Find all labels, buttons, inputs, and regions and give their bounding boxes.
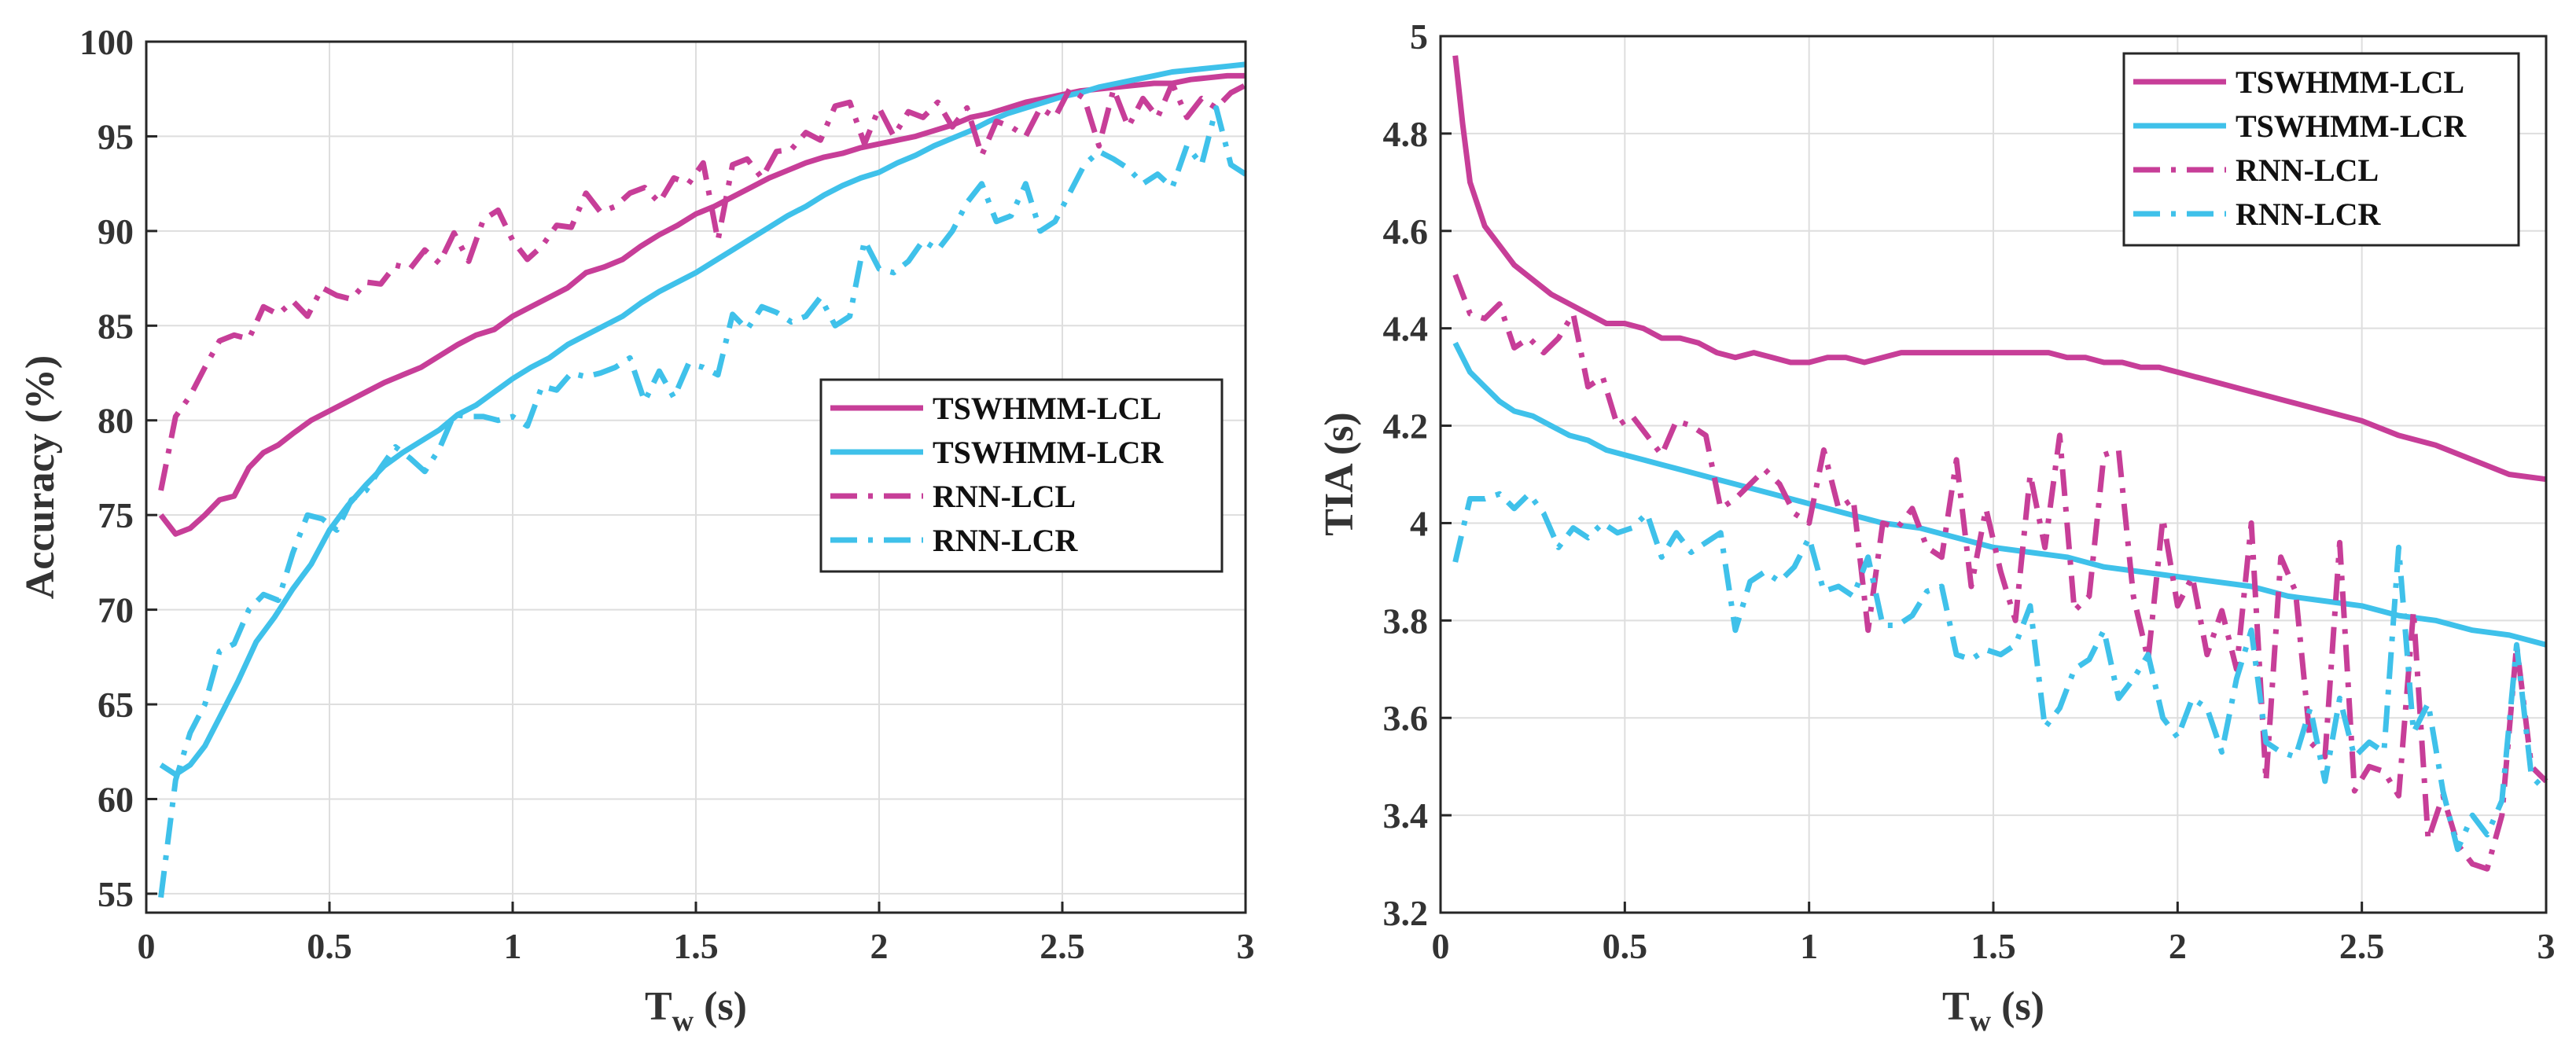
accuracy-y-tick-label: 85 xyxy=(98,306,134,346)
accuracy-legend-label: RNN-LCL xyxy=(933,479,1076,514)
accuracy-tick-labels: 0 0.5 1 1.5 2 2.5 3 55 60 65 70 75 80 85 90 95 100 xyxy=(79,22,1255,966)
accuracy-y-tick-label: 80 xyxy=(98,401,134,441)
accuracy-x-axis-label: Tw (s) xyxy=(645,984,747,1038)
accuracy-y-tick-label: 55 xyxy=(98,874,134,914)
accuracy-series-rnn-lcl xyxy=(158,80,1247,491)
tia-legend: TSWHMM-LCL TSWHMM-LCR RNN-LCL RNN-LCR xyxy=(2122,52,2520,247)
tia-x-tick-label: 0 xyxy=(1432,926,1450,966)
accuracy-series xyxy=(158,61,1247,898)
tia-y-tick-label: 4.2 xyxy=(1383,406,1429,446)
tia-series xyxy=(1452,55,2548,872)
accuracy-y-tick-label: 75 xyxy=(98,495,134,535)
tia-x-tick-label: 1 xyxy=(1800,926,1818,966)
accuracy-series-rnn-lcr xyxy=(158,105,1247,898)
accuracy-series-tswhmm-lcr xyxy=(159,61,1246,777)
tia-x-tick-label: 1.5 xyxy=(1971,926,2016,966)
tia-x-tick-label: 2.5 xyxy=(2339,926,2385,966)
tia-y-tick-label: 4.4 xyxy=(1383,309,1429,349)
tia-legend-label: TSWHMM-LCL xyxy=(2236,64,2464,100)
accuracy-y-tick-label: 100 xyxy=(79,22,134,62)
tia-y-axis-label: TIA (s) xyxy=(1317,412,1362,535)
accuracy-x-tick-label: 0 xyxy=(138,926,156,966)
accuracy-y-axis-label: Accuracy (%) xyxy=(18,355,63,599)
accuracy-y-tick-label: 90 xyxy=(98,211,134,252)
tia-y-tick-label: 3.6 xyxy=(1383,698,1429,738)
tia-x-tick-label: 2 xyxy=(2169,926,2187,966)
accuracy-x-tick-label: 2 xyxy=(870,926,889,966)
accuracy-legend-label: TSWHMM-LCR xyxy=(933,435,1164,470)
tia-y-tick-label: 3.8 xyxy=(1383,601,1429,641)
accuracy-y-tick-label: 95 xyxy=(98,116,134,156)
accuracy-x-tick-label: 1 xyxy=(504,926,522,966)
tia-legend-label: RNN-LCR xyxy=(2236,197,2382,232)
tia-x-tick-label: 0.5 xyxy=(1603,926,1648,966)
tia-legend-label: TSWHMM-LCR xyxy=(2236,108,2467,144)
accuracy-y-tick-label: 70 xyxy=(98,590,134,630)
tia-y-tick-label: 4.6 xyxy=(1383,211,1429,252)
tia-x-axis-label: Tw (s) xyxy=(1942,984,2044,1038)
accuracy-x-tick-label: 0.5 xyxy=(307,926,352,966)
tia-series-rnn-lcr xyxy=(1452,491,2548,852)
accuracy-y-tick-label: 65 xyxy=(98,685,134,725)
tia-legend-label: RNN-LCL xyxy=(2236,153,2379,188)
tia-series-tswhmm-lcr xyxy=(1452,341,2547,648)
tia-series-rnn-lcl xyxy=(1452,274,2548,872)
accuracy-grid xyxy=(145,41,1246,913)
accuracy-x-tick-label: 3 xyxy=(1237,926,1255,966)
tia-tick-labels: 0 0.5 1 1.5 2 2.5 3 3.2 3.4 3.6 3.8 4 4.2 4.4 4.6 4.8 5 xyxy=(1383,17,2556,966)
tia-y-tick-label: 4 xyxy=(1410,503,1428,543)
accuracy-legend-label: TSWHMM-LCL xyxy=(933,391,1161,426)
accuracy-x-tick-label: 1.5 xyxy=(673,926,719,966)
tia-y-tick-label: 3.2 xyxy=(1383,893,1429,933)
tia-x-tick-label: 3 xyxy=(2537,926,2556,966)
accuracy-legend-label: RNN-LCR xyxy=(933,523,1079,558)
tia-y-tick-label: 3.4 xyxy=(1383,796,1429,836)
accuracy-chart: 0 0.5 1 1.5 2 2.5 3 55 60 65 70 75 80 85 90 95 100 Tw (s… xyxy=(18,22,1255,1038)
accuracy-x-tick-label: 2.5 xyxy=(1040,926,1085,966)
tia-y-tick-label: 4.8 xyxy=(1383,114,1429,154)
tia-series-tswhmm-lcl xyxy=(1452,55,2547,483)
accuracy-legend: TSWHMM-LCL TSWHMM-LCR RNN-LCL RNN-LCR xyxy=(819,378,1224,573)
tia-chart: 0 0.5 1 1.5 2 2.5 33.23.43.63.844.24.44.64.85 … xyxy=(1317,17,2556,1038)
tia-y-tick-label: 5 xyxy=(1410,17,1428,57)
accuracy-y-tick-label: 60 xyxy=(98,779,134,819)
